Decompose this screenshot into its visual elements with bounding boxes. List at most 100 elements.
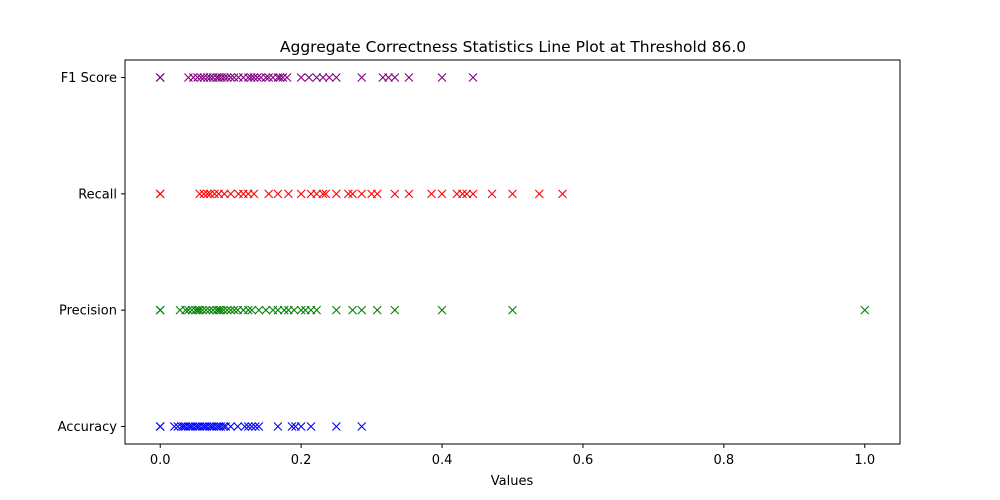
- data-point: [437, 73, 447, 82]
- data-point: [331, 305, 341, 315]
- y-axis: Accuracy Precision Recall F1 Score: [58, 71, 125, 435]
- x-axis-label: Values: [491, 474, 534, 489]
- data-point: [253, 73, 262, 82]
- data-point: [275, 73, 285, 82]
- data-point: [226, 305, 236, 315]
- data-point: [188, 73, 198, 82]
- data-point: [184, 422, 193, 431]
- data-point: [390, 305, 400, 315]
- y-tick-label: Recall: [78, 187, 117, 202]
- data-point: [318, 189, 328, 199]
- series-recall: [155, 189, 567, 199]
- data-point: [264, 73, 274, 82]
- data-point: [226, 189, 236, 199]
- data-point: [296, 73, 306, 82]
- data-point: [247, 305, 257, 315]
- y-tick-label: Accuracy: [58, 420, 118, 435]
- data-point: [243, 422, 253, 431]
- x-tick-label: 1.0: [854, 453, 875, 468]
- series-accuracy: [155, 422, 367, 431]
- data-point: [348, 189, 357, 199]
- data-point: [427, 189, 436, 199]
- data-point: [155, 422, 165, 431]
- data-point: [306, 422, 316, 431]
- data-point: [203, 189, 212, 199]
- data-point: [191, 305, 200, 315]
- data-point: [273, 305, 283, 315]
- data-point: [219, 73, 229, 82]
- y-tick-label: Precision: [59, 304, 117, 319]
- data-point: [219, 305, 229, 315]
- data-point: [246, 73, 256, 82]
- data-point: [199, 189, 209, 199]
- data-point: [219, 422, 229, 431]
- data-point: [261, 73, 271, 82]
- data-point: [357, 422, 367, 431]
- data-point: [240, 422, 250, 431]
- data-point: [212, 422, 221, 431]
- data-point: [195, 189, 205, 199]
- data-point: [558, 189, 567, 199]
- data-point: [261, 305, 271, 315]
- data-point: [155, 189, 165, 199]
- data-point: [273, 189, 283, 199]
- data-point: [205, 189, 215, 199]
- data-point: [205, 73, 215, 82]
- data-point: [390, 73, 400, 82]
- data-point: [210, 189, 219, 199]
- data-point: [343, 189, 353, 199]
- data-point: [534, 189, 544, 199]
- data-point: [226, 73, 236, 82]
- data-point: [191, 422, 200, 431]
- data-point: [199, 73, 209, 82]
- data-point: [404, 189, 414, 199]
- data-point: [289, 305, 299, 315]
- data-point: [198, 422, 207, 431]
- data-point: [372, 189, 382, 199]
- data-point: [273, 422, 283, 431]
- x-tick-label: 0.4: [432, 453, 453, 468]
- data-point: [357, 189, 367, 199]
- data-point: [195, 305, 205, 315]
- data-point: [250, 422, 260, 431]
- data-point: [468, 73, 478, 82]
- data-point: [458, 189, 467, 199]
- data-point: [468, 189, 478, 199]
- data-point: [254, 305, 264, 315]
- data-point: [229, 73, 239, 82]
- data-point: [312, 189, 322, 199]
- data-point: [264, 189, 274, 199]
- data-point: [254, 422, 264, 431]
- data-point: [404, 73, 414, 82]
- data-point: [229, 305, 239, 315]
- data-point: [205, 305, 214, 315]
- data-point: [331, 189, 341, 199]
- data-point: [296, 189, 306, 199]
- data-point: [279, 305, 289, 315]
- data-point: [287, 422, 297, 431]
- data-point: [233, 422, 243, 431]
- data-point: [216, 305, 226, 315]
- x-tick-label: 0.0: [150, 453, 171, 468]
- data-point: [243, 305, 253, 315]
- data-point: [201, 305, 211, 315]
- data-point: [184, 305, 193, 315]
- data-point: [318, 73, 328, 82]
- data-point: [508, 189, 517, 199]
- data-point: [860, 305, 870, 315]
- data-point: [437, 305, 447, 315]
- data-point: [357, 73, 367, 82]
- data-point: [278, 73, 288, 82]
- data-point: [198, 305, 207, 315]
- data-point: [219, 189, 229, 199]
- data-point: [222, 305, 232, 315]
- data-point: [304, 73, 314, 82]
- y-tick-label: F1 Score: [61, 71, 117, 86]
- data-point: [205, 422, 214, 431]
- data-point: [321, 189, 331, 199]
- data-point: [284, 189, 293, 199]
- data-marks: [155, 73, 870, 431]
- data-point: [226, 422, 236, 431]
- data-point: [487, 189, 497, 199]
